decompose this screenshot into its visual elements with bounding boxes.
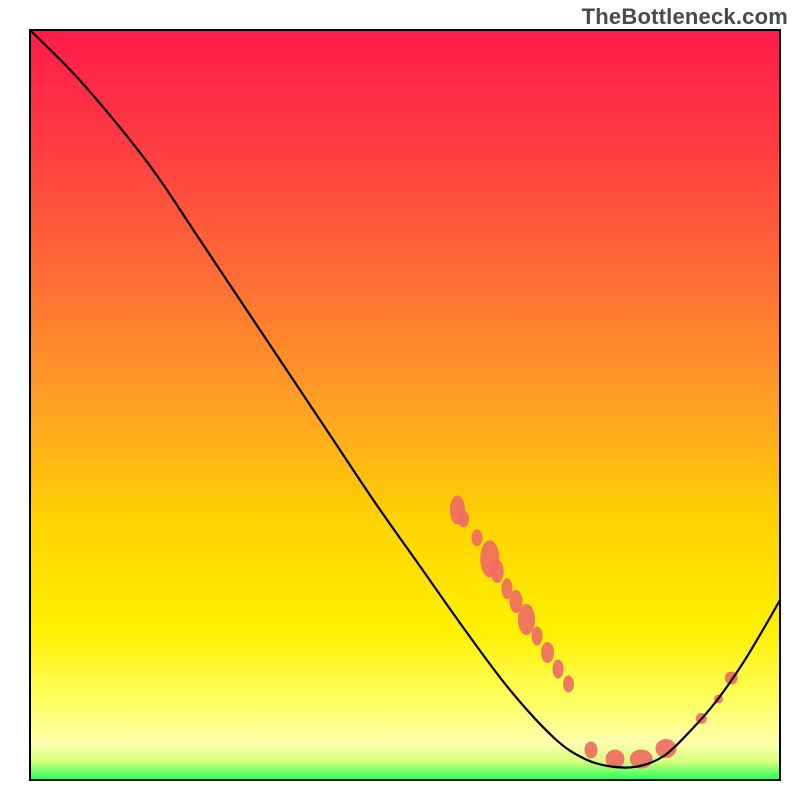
curve-marker [491,561,503,583]
bottleneck-chart: TheBottleneck.com [0,0,800,800]
curve-marker [585,742,597,758]
plot-background [30,30,780,780]
curve-marker [542,643,554,663]
watermark-text: TheBottleneck.com [582,4,788,30]
curve-marker [532,627,542,645]
curve-marker [459,511,469,527]
chart-svg [0,0,800,800]
curve-marker [553,660,563,678]
curve-marker [564,676,574,692]
curve-marker [472,530,482,546]
curve-marker [519,605,535,635]
